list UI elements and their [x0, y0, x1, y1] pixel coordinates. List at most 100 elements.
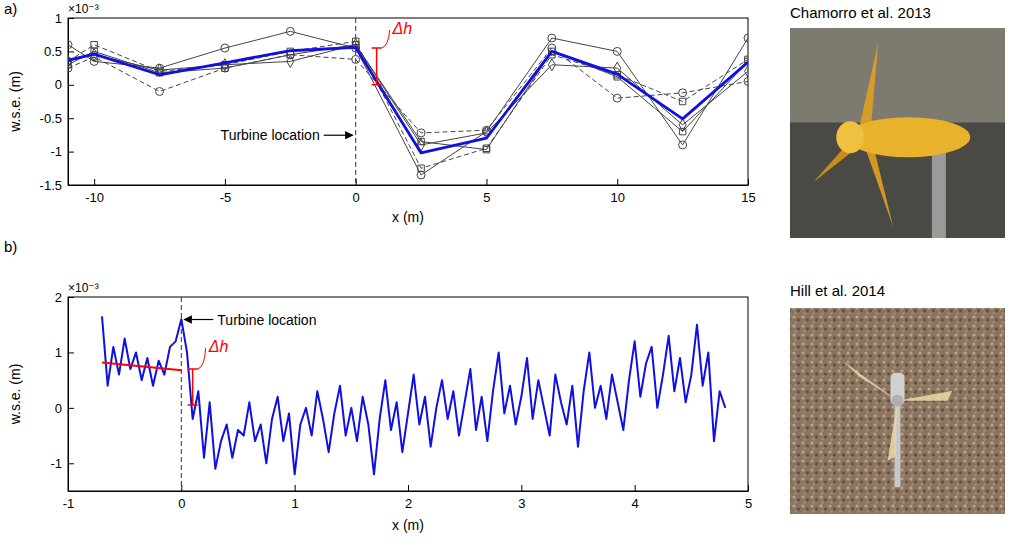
series-marker — [221, 44, 229, 52]
panel-letter: a) — [4, 0, 17, 17]
series-marker — [613, 94, 621, 102]
series-marker — [156, 87, 164, 95]
x-tick-mark — [295, 485, 296, 491]
y-tick: -0.5 — [40, 111, 74, 126]
x-tick-label: -10 — [85, 190, 104, 205]
plot-frame — [68, 18, 748, 185]
x-tick-label: 0 — [178, 496, 185, 511]
label-patch — [391, 20, 414, 37]
delta-h-leader — [382, 30, 390, 48]
series-marker — [352, 55, 360, 63]
x-tick-mark — [225, 179, 226, 185]
x-tick-mark — [748, 179, 749, 185]
y-tick: -1 — [50, 144, 74, 159]
y-tick: 1 — [55, 345, 74, 360]
series-marker — [613, 47, 621, 55]
x-tick: 10 — [610, 179, 624, 205]
y-tick-label: -1 — [50, 144, 62, 159]
annotations: ΔhTurbine location — [221, 20, 414, 143]
series-line — [68, 47, 748, 153]
x-tick: 5 — [745, 485, 752, 511]
x-tick-label: 0 — [353, 190, 360, 205]
turbine-label: Turbine location — [221, 127, 320, 143]
series-marker — [287, 55, 294, 67]
y-tick-mark — [68, 18, 74, 19]
y-tick-mark — [68, 118, 74, 119]
series-marker — [548, 34, 556, 42]
photo — [790, 28, 1005, 238]
series-marker — [745, 65, 748, 77]
plot-data — [68, 18, 748, 185]
panel-letter: b) — [4, 238, 17, 255]
y-axis-line — [68, 19, 69, 186]
photo-hub — [836, 121, 864, 153]
y-tick: 0 — [55, 77, 74, 92]
x-tick-label: 3 — [518, 496, 525, 511]
photo-nacelle — [846, 117, 970, 157]
y-axis-title: w.s.e. (m) — [7, 71, 23, 133]
series-marker — [679, 89, 687, 97]
photo-blade — [898, 391, 953, 401]
y-tick-label: 1 — [55, 345, 62, 360]
y-tick-mark — [68, 297, 74, 298]
series-marker — [221, 59, 228, 71]
photo-caption: Chamorro et al. 2013 — [790, 4, 931, 21]
y-tick-label: 0 — [55, 77, 62, 92]
y-tick-mark — [68, 51, 74, 52]
series-marker — [417, 129, 425, 137]
x-axis: -1012345 — [63, 485, 752, 511]
series-marker — [286, 27, 294, 35]
panel: -1012345-1012ΔhTurbine location×10⁻³b)x … — [4, 238, 752, 533]
x-tick-label: -5 — [220, 190, 232, 205]
x-axis-title: x (m) — [392, 209, 424, 225]
y-multiplier: ×10⁻³ — [68, 281, 99, 295]
y-tick-label: 2 — [55, 290, 62, 305]
x-tick-mark — [617, 179, 618, 185]
photo-post — [932, 144, 946, 239]
series-marker — [68, 41, 72, 49]
y-tick: -1.5 — [40, 178, 74, 193]
series-marker — [68, 55, 71, 67]
series-line — [102, 316, 725, 474]
delta-h-bracket — [188, 369, 198, 405]
series-marker — [744, 34, 748, 42]
turbine-arrow — [184, 319, 213, 320]
series-marker — [744, 77, 748, 85]
photo-blade — [843, 361, 898, 401]
x-tick-mark — [408, 485, 409, 491]
x-axis-line — [69, 491, 749, 492]
y-tick-label: -0.5 — [40, 111, 62, 126]
y-tick-mark — [68, 352, 74, 353]
panel: -10-5051015-1.5-1-0.500.51ΔhTurbine loca… — [4, 0, 756, 225]
y-axis-title: w.s.e. (m) — [7, 364, 23, 426]
x-tick-label: 5 — [745, 496, 752, 511]
x-tick-mark — [748, 485, 749, 491]
series-line — [68, 31, 748, 175]
series-marker — [548, 59, 555, 71]
x-tick-label: 15 — [741, 190, 755, 205]
y-tick-label: -1.5 — [40, 178, 62, 193]
x-tick: 4 — [632, 485, 639, 511]
y-axis-line — [68, 298, 69, 492]
photo-wall — [790, 28, 1005, 123]
series-marker — [417, 171, 425, 179]
photo-background — [790, 308, 1005, 514]
photo — [790, 308, 1005, 514]
y-tick: 0 — [55, 401, 74, 416]
x-tick-mark — [486, 179, 487, 185]
y-tick-label: -1 — [50, 456, 62, 471]
annotations: ΔhTurbine location — [184, 312, 316, 370]
plot-frame — [68, 297, 748, 491]
x-axis: -10 -5 0 5 10 15 — [69, 179, 756, 205]
x-tick: -10 — [85, 179, 104, 205]
x-axis-title: x (m) — [392, 517, 424, 533]
x-tick-label: 4 — [632, 496, 639, 511]
y-axis: -1.5-1-0.500.51 — [40, 11, 74, 193]
y-tick-label: 1 — [55, 11, 62, 26]
y-tick-label: 0 — [55, 401, 62, 416]
x-tick: 5 — [483, 179, 490, 205]
x-tick: 2 — [405, 485, 412, 511]
x-tick-mark — [521, 485, 522, 491]
x-tick: 1 — [292, 485, 299, 511]
photo-blade — [888, 401, 898, 461]
